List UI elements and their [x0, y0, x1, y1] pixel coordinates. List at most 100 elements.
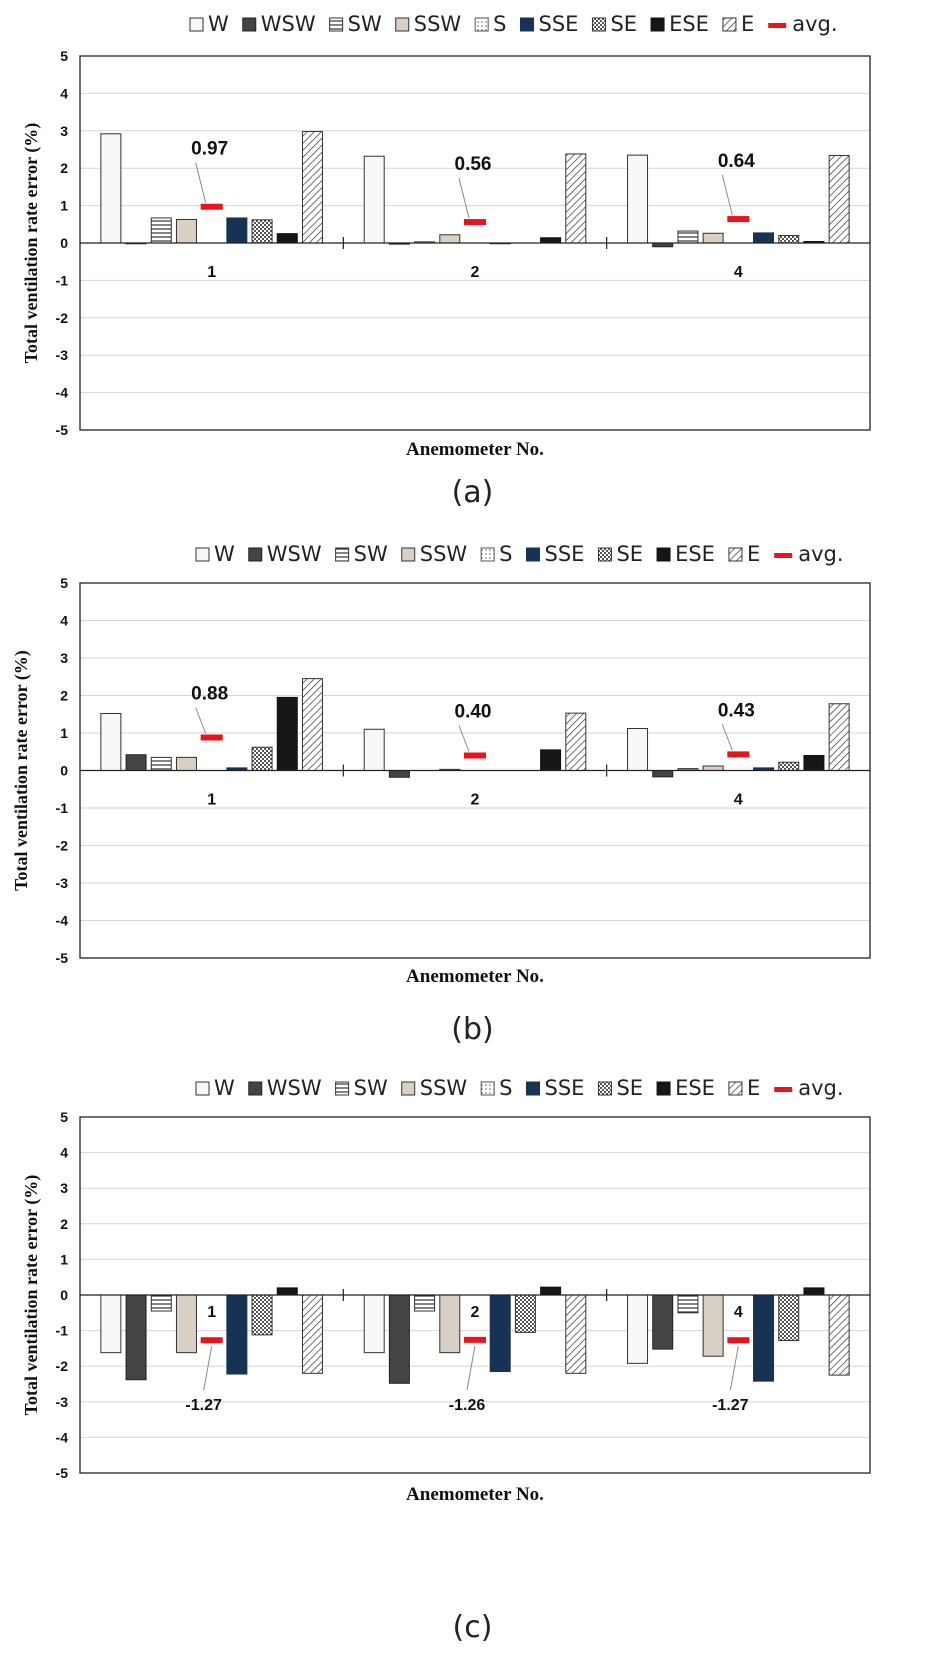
x-axis-label: Anemometer No. [406, 966, 544, 987]
bar-ssw [175, 1294, 197, 1354]
bar-w [100, 713, 122, 771]
y-tick-label: -5 [56, 1465, 69, 1481]
y-tick-label: 1 [60, 725, 68, 741]
x-tick-label: 1 [207, 1304, 216, 1321]
legend-item: SW [335, 1076, 388, 1100]
legend-item: SE [591, 12, 637, 36]
legend-swatch [728, 1081, 743, 1096]
legend-swatch [656, 1081, 671, 1096]
legend-item: ESE [656, 1076, 715, 1100]
bar-se [514, 1294, 536, 1333]
bar-ssw [439, 1294, 461, 1354]
y-tick-label: 5 [60, 48, 68, 64]
legend-swatch [335, 1081, 350, 1096]
avg-label: 0.88 [191, 684, 228, 705]
legend-label: ESE [669, 12, 709, 36]
y-tick-label: 0 [60, 1287, 68, 1303]
legend-swatch [480, 547, 495, 562]
y-tick-label: -2 [56, 310, 69, 326]
legend-swatch [401, 1081, 416, 1096]
avg-marker [200, 734, 223, 741]
legend-label: SSE [545, 542, 585, 566]
y-tick-label: -3 [56, 347, 69, 363]
legend-item: WSW [248, 1076, 322, 1100]
avg-leader [203, 1346, 213, 1391]
bar-sw [150, 756, 172, 771]
avg-marker [464, 219, 486, 226]
avg-label: 0.43 [718, 700, 755, 721]
y-tick-label: 3 [60, 650, 68, 666]
legend-label: SSE [545, 1076, 585, 1100]
caption-a: (a) [451, 475, 494, 510]
legend-avg-swatch [768, 23, 787, 28]
legend-swatch [650, 17, 665, 32]
legend-swatch [195, 547, 210, 562]
bar-se [251, 746, 273, 771]
y-tick-label: 0 [60, 763, 68, 779]
bar-w [100, 1294, 122, 1354]
legend-item: WSW [242, 12, 316, 36]
x-tick-label: 2 [471, 1304, 480, 1321]
avg-leader [721, 174, 733, 216]
bar-ese [540, 1286, 562, 1296]
y-tick-label: 4 [60, 613, 68, 629]
legend-label: SSW [414, 12, 462, 36]
avg-leader [195, 162, 207, 203]
legend-item: E [728, 1076, 760, 1100]
avg-leader [458, 725, 470, 752]
legend-item: E [722, 12, 754, 36]
bar-sw [677, 230, 699, 244]
bar-e [301, 131, 323, 244]
y-axis-label: Total ventilation rate error (%) [11, 650, 32, 891]
bar-ssw [439, 234, 461, 244]
legend-item: ESE [656, 542, 715, 566]
bar-w [363, 728, 385, 771]
avg-leader [458, 177, 470, 219]
avg-label: 0.40 [455, 702, 492, 723]
legend-item: SW [335, 542, 388, 566]
legend-item: WSW [248, 542, 322, 566]
bar-ssw [175, 756, 197, 771]
legend-swatch [591, 17, 606, 32]
x-tick-label: 2 [471, 264, 480, 281]
legend-label: W [214, 542, 235, 566]
legend-label: avg. [798, 542, 843, 566]
y-tick-label: 1 [60, 198, 68, 214]
y-tick-label: -3 [56, 875, 69, 891]
caption-b: (b) [451, 1012, 494, 1047]
legend-item: SE [597, 1076, 643, 1100]
legend-item: SE [597, 542, 643, 566]
legend-label: SSW [420, 542, 468, 566]
caption-c: (c) [452, 1610, 493, 1645]
bar-ese [803, 755, 825, 771]
x-tick-label: 4 [734, 792, 743, 809]
y-tick-label: -1 [56, 272, 69, 288]
avg-label: 0.56 [455, 154, 492, 175]
legend-label: S [499, 542, 512, 566]
bar-sw [414, 1294, 436, 1312]
avg-label: -1.26 [449, 1397, 486, 1414]
bar-ese [803, 1287, 825, 1296]
y-tick-label: 4 [60, 1145, 68, 1161]
legend-swatch [722, 17, 737, 32]
bar-se [778, 761, 800, 771]
bar-ese [276, 1287, 298, 1296]
y-tick-label: 3 [60, 1180, 68, 1196]
avg-label: -1.27 [185, 1397, 222, 1414]
legend-item: S [474, 12, 507, 36]
avg-label: 0.97 [191, 139, 228, 160]
y-tick-label: 2 [60, 688, 68, 704]
legend-swatch [395, 17, 410, 32]
legend-label: E [747, 542, 760, 566]
legend-item: S [480, 1076, 513, 1100]
y-tick-label: -3 [56, 1394, 69, 1410]
y-tick-label: -5 [56, 422, 69, 438]
legend-item: SSW [401, 1076, 467, 1100]
bar-sse [753, 232, 775, 244]
